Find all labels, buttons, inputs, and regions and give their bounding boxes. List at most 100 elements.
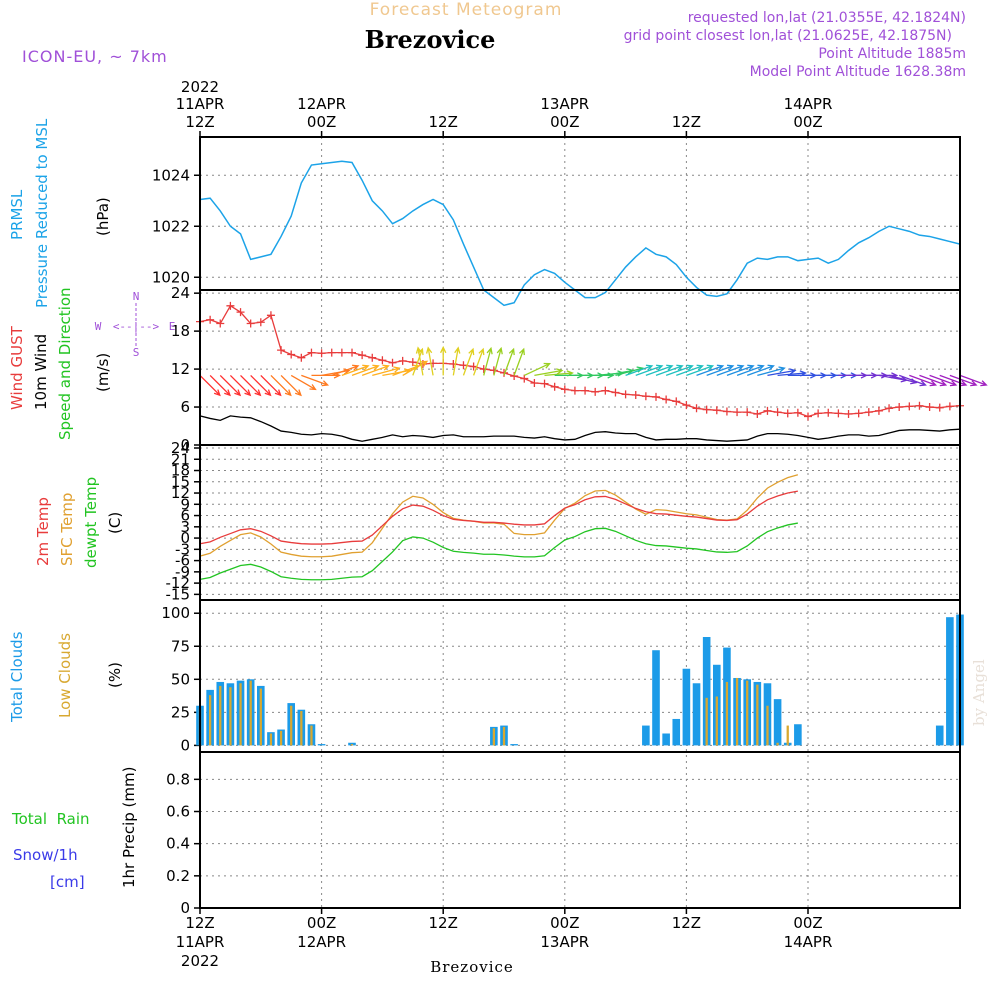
- low-cloud-bar: [725, 681, 729, 746]
- panel-frames: [199, 131, 961, 914]
- gust-marker: [520, 374, 529, 383]
- total-cloud-bar: [652, 650, 660, 746]
- total-cloud-bar: [946, 617, 954, 746]
- gust-marker: [266, 311, 275, 320]
- bottom-date-label: 13APR: [540, 933, 589, 951]
- precip-tick-label: 0.2: [166, 867, 190, 885]
- bottom-hour-label: 12Z: [185, 914, 214, 932]
- gust-marker: [834, 409, 843, 418]
- gust-marker: [317, 349, 326, 358]
- sfc-temp-line: [199, 474, 799, 558]
- temp-unit-label: (C): [106, 512, 124, 534]
- wind-direction-arrow: [483, 346, 493, 376]
- gust-marker: [500, 368, 508, 377]
- gust-marker: [337, 348, 346, 357]
- wind-tick-label: 24: [171, 284, 190, 302]
- gust-marker: [459, 361, 468, 370]
- gust-marker: [743, 408, 752, 417]
- total-cloud-bar: [692, 683, 701, 746]
- low-cloud-bar: [756, 684, 759, 746]
- snow-label: Snow/1h: [13, 846, 78, 864]
- top-date-label: 11APR: [176, 95, 225, 113]
- gust-marker: [358, 351, 367, 360]
- compass-n: N: [133, 290, 140, 303]
- total-cloud-bar: [642, 725, 650, 746]
- t2m-label: 2m Temp: [34, 497, 52, 566]
- wind-direction-arrow: [452, 346, 461, 376]
- cloud-unit-label: (%): [106, 662, 124, 688]
- low-cloud-bar: [310, 725, 313, 746]
- gust-marker: [925, 403, 934, 412]
- pressure-unit-label: (hPa): [94, 197, 112, 236]
- gust-marker: [246, 319, 255, 328]
- wind-direction-arrow: [959, 374, 988, 387]
- gust-marker: [297, 353, 306, 362]
- wind-direction-arrow: [301, 374, 330, 387]
- rain-label: Total Rain: [11, 810, 90, 828]
- low-cloud-bar: [715, 696, 718, 746]
- requested-coords: requested lon,lat (21.0355E, 42.1824N): [688, 10, 966, 26]
- top-hour-label: 12Z: [672, 113, 701, 131]
- wind-direction-arrow: [645, 364, 674, 377]
- gust-marker: [672, 397, 681, 406]
- gust-marker: [652, 392, 660, 401]
- pressure-msl-label: Pressure Reduced to MSL: [33, 118, 51, 308]
- cloud-tick-label: 0: [180, 736, 190, 754]
- temp-tick-label: 0: [180, 529, 190, 547]
- bottom-date-label: 11APR: [176, 933, 225, 951]
- gust-marker: [763, 406, 772, 415]
- wind-direction-arrow: [736, 364, 765, 377]
- gust-marker: [895, 403, 904, 412]
- meteogram-title: Forecast Meteogram: [370, 0, 563, 20]
- low-cloud-bar: [735, 677, 739, 746]
- temp-tick-label: -15: [166, 585, 191, 603]
- wind-side-labels: Wind GUST 10m Wind Speed and Direction (…: [8, 287, 175, 440]
- gust-marker: [733, 408, 742, 417]
- gust-marker: [692, 404, 701, 413]
- gust-marker: [550, 382, 559, 391]
- top-date-label: 14APR: [784, 95, 833, 113]
- bottom-year-label: 2022: [181, 952, 219, 970]
- svg-text:<--|-->: <--|-->: [113, 320, 160, 333]
- gust-marker: [854, 409, 863, 418]
- gust-marker: [570, 386, 579, 395]
- bottom-hour-label: 12Z: [672, 914, 701, 932]
- wind-tick-label: 18: [171, 322, 190, 340]
- wind-direction-arrow: [513, 347, 525, 376]
- wind-direction-arrow: [229, 374, 252, 397]
- gridpoint-coords: grid point closest lon,lat (21.0625E, 42…: [624, 28, 952, 44]
- wind-direction-arrow: [676, 364, 704, 377]
- low-cloud-bar: [766, 705, 769, 746]
- point-altitude: Point Altitude 1885m: [818, 46, 966, 62]
- wind-direction-arrow: [767, 368, 797, 377]
- gust-marker: [287, 350, 296, 359]
- precip-tick-label: 0.4: [166, 835, 190, 853]
- wind-direction-arrow: [462, 347, 475, 376]
- wind-direction-arrow: [898, 374, 927, 387]
- gust-marker: [348, 348, 356, 357]
- gust-marker: [874, 406, 883, 415]
- wind-direction-arrow: [372, 366, 401, 377]
- temp-frame: [199, 444, 961, 601]
- cloud-tick-label: 50: [171, 670, 190, 688]
- gust-marker: [327, 348, 336, 357]
- dewpt-label: dewpt Temp: [82, 477, 100, 568]
- pressure-tick-label: 1020: [152, 268, 190, 286]
- wind-direction-arrow: [270, 374, 292, 397]
- gust-marker: [662, 395, 671, 404]
- wind-direction-arrow: [503, 347, 515, 376]
- low-cloud-bar: [239, 683, 242, 746]
- gust-marker: [408, 358, 417, 367]
- gust-marker: [398, 356, 407, 365]
- wind-direction-arrow: [341, 364, 370, 377]
- wind-direction-arrow: [635, 364, 664, 377]
- wind-direction-arrow: [425, 346, 434, 376]
- cloud-tick-label: 100: [161, 604, 190, 622]
- wind-direction-arrow: [534, 368, 564, 377]
- model-point-altitude: Model Point Altitude 1628.38m: [750, 64, 966, 80]
- total-cloud-bar: [794, 724, 802, 746]
- wind-direction-arrow: [209, 374, 231, 397]
- wind-direction-arrow: [472, 347, 485, 376]
- wind-direction-arrow: [240, 374, 262, 397]
